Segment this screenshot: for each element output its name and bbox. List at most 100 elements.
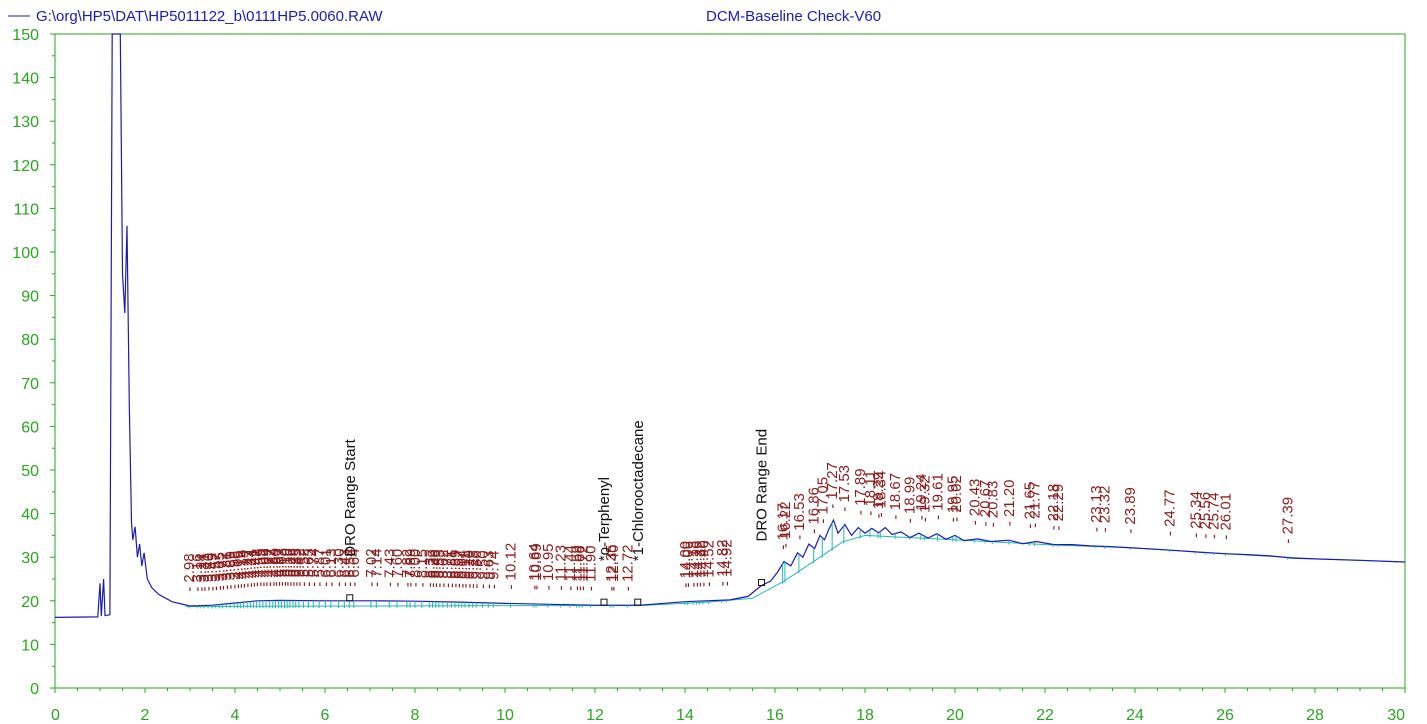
chart-header: G:\org\HP5\DAT\HP5011122_b\0111HP5.0060.…: [8, 8, 881, 25]
peak-label: - 4.34: [242, 549, 259, 587]
peak-label: - 5.22: [282, 548, 299, 586]
peak-label: - 17.53: [836, 465, 853, 512]
peak-label: - 21.20: [1001, 479, 1018, 526]
peak-label: - 8.72: [439, 550, 456, 588]
peak-label: - 11.72: [574, 545, 591, 591]
peak-label: - 14.00: [677, 541, 694, 588]
event-label: *1-Chlorooctadecane: [630, 420, 647, 561]
peak-label: - 9.63: [480, 551, 497, 589]
peak-label: - 6.13: [323, 548, 340, 586]
peak-label: - 7.89: [402, 549, 419, 587]
peak-label: - 16.17: [775, 503, 792, 550]
y-tick-label: 80: [21, 332, 39, 349]
x-tick-label: 14: [676, 707, 694, 724]
peak-label: - 21.77: [1027, 481, 1044, 528]
peak-label: - 18.67: [887, 473, 904, 520]
peak-label: - 4.77: [262, 548, 279, 586]
peak-label: - 5.35: [288, 548, 305, 586]
peak-label: - 10.12: [502, 543, 519, 590]
event-marker: [600, 598, 608, 606]
peak-label: - 4.69: [258, 548, 275, 586]
x-tick-label: 6: [321, 707, 330, 724]
peak-label: - 4.19: [236, 550, 253, 588]
peak-label: - 14.82: [714, 539, 731, 586]
peak-label: - 16.22: [777, 501, 794, 548]
peak-label: - 19.95: [945, 476, 962, 523]
event-label: DRO Range Start: [342, 438, 359, 556]
peak-label: - 26.01: [1218, 493, 1235, 540]
peak-label: - 23.13: [1088, 485, 1105, 532]
peak-label: - 18.34: [872, 471, 889, 518]
peak-label: - 14.06: [680, 541, 697, 588]
x-tick-label: 22: [1036, 707, 1054, 724]
peak-label: - 9.74: [485, 551, 502, 589]
peak-label: - 24.77: [1162, 489, 1179, 536]
y-tick-label: 150: [12, 27, 39, 44]
peak-label: - 5.42: [291, 548, 308, 586]
peak-label: - 10.64: [526, 543, 543, 590]
peak-label: - 8.53: [431, 549, 448, 587]
x-tick-label: 24: [1126, 707, 1144, 724]
peak-label: - 9.11: [457, 551, 474, 588]
peak-label: - 4.62: [255, 548, 272, 586]
event-labels-layer: DRO Range Start *o-Terphenyl *1-Chloroocta…: [342, 420, 771, 606]
y-tick-label: 60: [21, 419, 39, 436]
peak-label: - 17.89: [852, 468, 869, 515]
peak-label: - 23.32: [1096, 486, 1113, 533]
event-marker: [634, 598, 642, 606]
peak-label: - 3.40: [200, 553, 217, 591]
peak-label: - 11.66: [572, 545, 589, 591]
peak-label: - 12.72: [619, 544, 636, 591]
peak-label: - 14.18: [685, 541, 702, 588]
peak-label: - 3.49: [204, 553, 221, 591]
peak-label: - 23.89: [1122, 487, 1139, 534]
peak-label: - 25.74: [1205, 492, 1222, 539]
peak-label: - 14.40: [695, 540, 712, 587]
peak-label: - 17.27: [824, 462, 841, 509]
peak-label: - 18.11: [862, 470, 879, 516]
peak-label: - 5.10: [277, 548, 294, 586]
event-marker: [758, 579, 765, 587]
y-tick-label: 100: [12, 245, 39, 262]
peak-label: - 7.60: [389, 549, 406, 587]
peak-label: - 5.16: [279, 548, 296, 586]
peak-label: - 22.18: [1045, 484, 1062, 531]
peak-label: - 7.14: [368, 549, 385, 587]
x-tick-label: 2: [141, 707, 150, 724]
peak-label: - 3.72: [214, 552, 231, 590]
y-tick-label: 50: [21, 463, 39, 480]
peak-label: - 5.87: [311, 548, 328, 586]
y-tick-label: 30: [21, 550, 39, 567]
peak-label: - 21.65: [1021, 482, 1038, 529]
y-tick-label: 120: [12, 158, 39, 175]
peak-label: - 11.59: [569, 545, 586, 591]
x-tick-label: 0: [51, 707, 60, 724]
x-tick-label: 10: [496, 707, 514, 724]
peak-label: - 16.86: [806, 487, 823, 534]
y-tick-label: 70: [21, 376, 39, 393]
peak-label: - 4.97: [271, 548, 288, 586]
peak-label: - 4.90: [268, 548, 285, 586]
peak-label: - 7.43: [381, 549, 398, 587]
x-tick-label: 18: [856, 707, 874, 724]
x-tick-label: 30: [1387, 707, 1405, 724]
y-tick-label: 0: [30, 681, 39, 698]
x-tick-label: 28: [1306, 707, 1324, 724]
peak-label: - 8.39: [425, 549, 442, 587]
axes: 0 2 4 6 8 10 12 14 16 18 20 22 24 26 28 300102030405060…: [12, 27, 1406, 724]
y-tick-label: 90: [21, 289, 39, 306]
peak-label: - 10.95: [540, 543, 557, 590]
peak-label: - 9.50: [475, 550, 492, 588]
peak-label: - 19.32: [916, 475, 933, 522]
y-tick-label: 40: [21, 507, 39, 524]
peak-label: - 18.29: [870, 472, 887, 519]
peak-label: - 6.01: [317, 548, 334, 586]
peak-label: - 27.39: [1280, 497, 1297, 544]
x-tick-label: 16: [766, 707, 784, 724]
peak-label: - 8.32: [421, 549, 438, 587]
peak-label: - 19.61: [929, 473, 946, 520]
x-tick-label: 20: [946, 707, 964, 724]
peak-label: - 8.15: [414, 549, 431, 587]
peak-label: - 20.83: [984, 481, 1001, 528]
peak-label: - 3.31: [196, 553, 213, 591]
